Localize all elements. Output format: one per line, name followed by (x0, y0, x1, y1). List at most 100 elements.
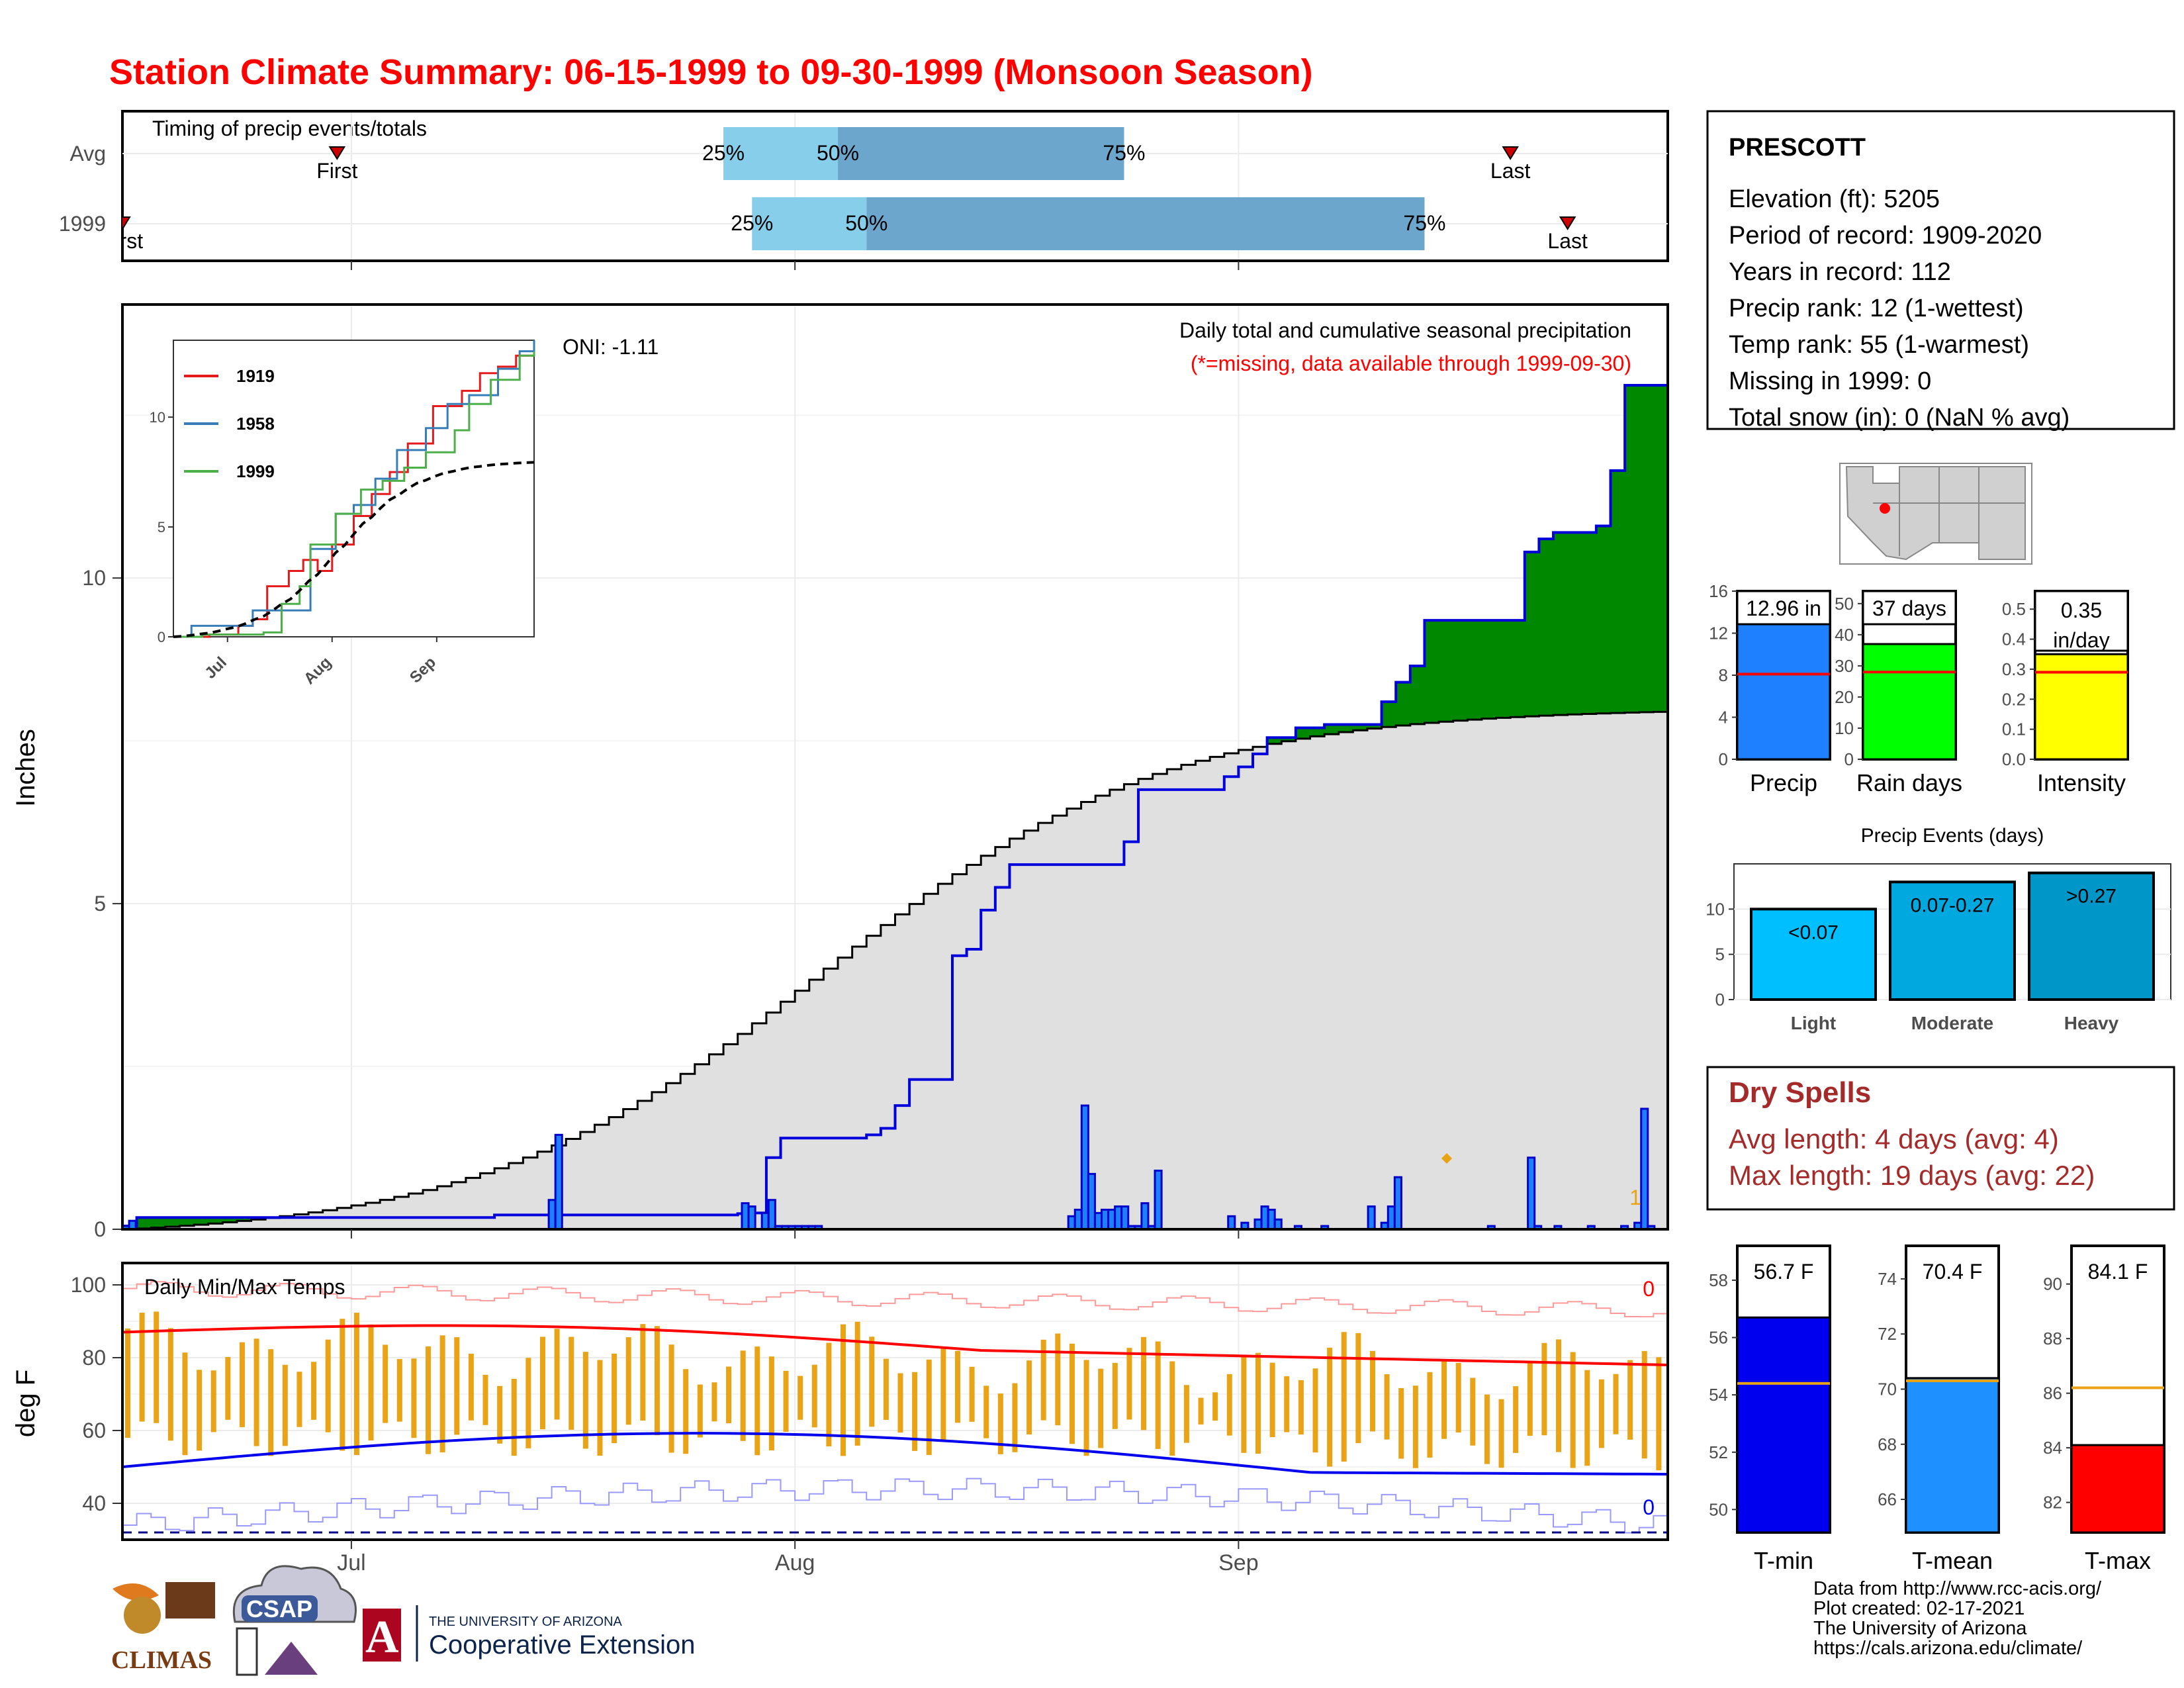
first-event-marker (328, 146, 346, 160)
daily-temp-range-bar (253, 1338, 259, 1446)
first-event-label: First (102, 229, 143, 253)
daily-precip-bar (1093, 1211, 1103, 1231)
daily-temp-range-bar (654, 1326, 660, 1436)
above-average-area (136, 1217, 152, 1229)
daily-precip-bar (1101, 1208, 1110, 1231)
daily-temp-range-bar (268, 1349, 274, 1456)
daily-temp-range-bar (811, 1364, 817, 1428)
daily-precip-bar (1227, 1215, 1236, 1231)
normal-max-line (122, 1324, 1668, 1366)
timing-label-50: 50% (817, 141, 859, 165)
last-event-marker (1559, 216, 1576, 230)
above-average-area (1267, 737, 1282, 744)
normal-min-line (122, 1432, 1668, 1476)
above-average-area (194, 1217, 209, 1225)
above-average-area (165, 1217, 180, 1227)
above-average-area (1281, 737, 1297, 741)
summary-bar-value: in/day (2053, 628, 2109, 652)
station-info-box: PRESCOTT Elevation (ft): 5205 Period of r… (1706, 110, 2175, 432)
x-tick-label: Sep (1218, 1550, 1259, 1575)
temp-count-min: 0 (1643, 1495, 1655, 1519)
daily-temp-range-bar (282, 1364, 288, 1446)
daily-temp-range-bar (1298, 1380, 1304, 1435)
summary-bar-name: Precip (1750, 769, 1817, 796)
temp-summary-ytick: 52 (1709, 1442, 1728, 1462)
daily-temp-range-bar (612, 1353, 617, 1444)
above-average-area (1496, 620, 1511, 718)
inset-average-line (173, 461, 535, 638)
daily-precip-bar (760, 1211, 770, 1231)
station-info-line: Total snow (in): 0 (NaN % avg) (1729, 404, 2070, 432)
daily-temp-range-bar (1226, 1374, 1232, 1436)
daily-temp-range-bar (1513, 1386, 1519, 1453)
inset-legend-label: 1999 (236, 461, 275, 481)
temp-summary-ytick: 74 (1878, 1269, 1897, 1289)
daily-temp-range-bar (1556, 1339, 1562, 1452)
last-event-label: Last (1547, 229, 1588, 253)
daily-temp-range-bar (940, 1348, 946, 1440)
daily-temp-range-bar (1455, 1362, 1461, 1432)
footer-credits: Data from http://www.rcc-acis.org/ Plot … (1813, 1579, 2101, 1658)
above-average-area (1510, 620, 1525, 718)
temp-ytick: 60 (82, 1419, 106, 1442)
daily-precip-bar (1114, 1205, 1123, 1231)
temp-ytick: 40 (82, 1491, 106, 1515)
daily-temp-range-bar (1384, 1374, 1390, 1440)
timing-row-label: Avg (69, 142, 106, 165)
precip-annotation-note: (*=missing, data available through 1999-… (1191, 352, 1631, 375)
inset-series-1958 (173, 340, 535, 638)
above-average-area (1453, 620, 1468, 721)
daily-temp-range-bar (1269, 1362, 1275, 1438)
climas-logo: CLIMAS (111, 1582, 215, 1674)
temp-summary-bar (2070, 1444, 2165, 1534)
daily-temp-range-bar (969, 1366, 975, 1422)
precip-events-chart: Precip Events (days) 0 5 10 <0.07 Light 0.07-0… (1706, 825, 2171, 1033)
timing-panel-title: Timing of precip events/totals (152, 117, 427, 140)
temperature-summary-bars: 56.7 F 50 52 54 56 58 T-min 70.4 F 66 68 70 72 74 T-m… (1709, 1244, 2165, 1574)
daily-temp-range-bar (1212, 1392, 1218, 1421)
station-info-line: Years in record: 112 (1729, 258, 1951, 286)
daily-temp-range-bar (439, 1335, 445, 1453)
temp-ytick: 100 (71, 1273, 106, 1297)
summary-bar-ytick: 40 (1835, 625, 1854, 645)
daily-temp-range-bar (1141, 1336, 1147, 1430)
precip-event-category: Moderate (1911, 1013, 1993, 1033)
daily-temp-range-bar (1040, 1339, 1046, 1421)
map-states (1845, 466, 2026, 561)
temp-summary-ytick: 68 (1878, 1434, 1897, 1454)
daily-precip-bar (1527, 1156, 1536, 1231)
above-average-area (1524, 551, 1539, 717)
above-average-area (1439, 620, 1454, 722)
last-event-marker (1502, 146, 1519, 160)
precip-event-bar-label: 0.07-0.27 (1911, 894, 1995, 916)
summary-bar-label-box (2034, 590, 2129, 652)
summary-bar-ytick: 8 (1719, 665, 1728, 685)
oni-value: ONI: -1.11 (563, 335, 659, 359)
daily-temp-range-bar (525, 1358, 531, 1448)
daily-temp-range-bar (468, 1354, 474, 1421)
temperature-ylabel: deg F (11, 1370, 40, 1437)
daily-temp-range-bar (125, 1329, 130, 1438)
station-info-line: Missing in 1999: 0 (1729, 367, 1931, 395)
precip-events-ytick: 5 (1715, 945, 1725, 964)
daily-temp-range-bar (640, 1324, 646, 1421)
daily-temp-range-bar (482, 1374, 488, 1425)
csap-logo: CSAP (232, 1565, 357, 1676)
temp-summary-value: 70.4 F (1923, 1260, 1983, 1284)
daily-temp-range-bar (783, 1370, 789, 1432)
daily-temp-range-bar (1112, 1362, 1118, 1429)
station-location-marker (1880, 503, 1890, 514)
temp-summary-ytick: 56 (1709, 1328, 1728, 1348)
average-cumulative-area (122, 712, 1668, 1229)
timing-panel: Timing of precip events/totals 25% 50% 75%… (59, 110, 1669, 262)
station-info-line: Precip rank: 12 (1-wettest) (1729, 295, 2024, 322)
above-average-area (1381, 702, 1396, 727)
temp-summary-ytick: 54 (1709, 1385, 1728, 1405)
station-name: PRESCOTT (1729, 134, 1866, 162)
above-average-area (1467, 620, 1482, 720)
daily-precip-bar (1640, 1107, 1649, 1231)
inset-legend-label: 1958 (236, 414, 275, 434)
temp-summary-ytick: 72 (1878, 1324, 1897, 1344)
above-average-area (1424, 620, 1439, 723)
daily-temp-range-bar (167, 1328, 173, 1441)
